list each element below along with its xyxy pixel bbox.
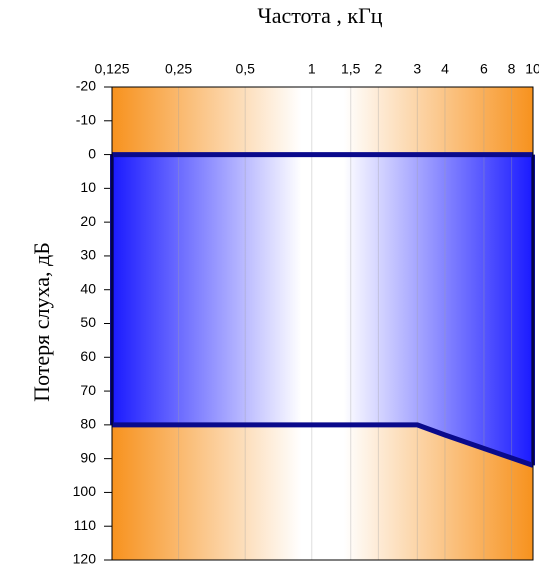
x-tick-label: 10	[525, 61, 539, 77]
y-axis-label: Потеря слуха, дБ	[29, 242, 54, 402]
y-tick-label: 80	[80, 416, 96, 432]
x-tick-label: 0,25	[165, 61, 192, 77]
y-tick-label: 50	[80, 314, 96, 330]
x-tick-label: 0,5	[235, 61, 255, 77]
y-tick-label: 30	[80, 247, 96, 263]
y-tick-label: 10	[80, 179, 96, 195]
x-tick-label: 1,5	[341, 61, 361, 77]
y-tick-label: 40	[80, 280, 96, 296]
x-tick-label: 6	[480, 61, 488, 77]
x-tick-label: 3	[413, 61, 421, 77]
y-tick-label: 120	[73, 551, 97, 565]
chart-title: Частота , кГц	[257, 3, 382, 28]
lower-line	[112, 422, 534, 468]
y-tick-label: 90	[80, 449, 96, 465]
x-tick-label: 8	[508, 61, 516, 77]
y-tick-label: 0	[88, 145, 96, 161]
y-tick-label: -20	[76, 78, 96, 94]
y-tick-label: 20	[80, 213, 96, 229]
x-tick-label: 0,125	[94, 61, 129, 77]
plot-frame	[111, 86, 534, 561]
y-tick-label: 100	[73, 483, 97, 499]
y-tick-label: -10	[76, 111, 96, 127]
y-tick-label: 60	[80, 348, 96, 364]
hearing-area	[112, 154, 533, 466]
y-tick-label: 110	[74, 517, 97, 533]
x-tick-label: 2	[374, 61, 382, 77]
x-tick-label: 4	[441, 61, 449, 77]
y-tick-label: 70	[80, 382, 96, 398]
x-tick-label: 1	[308, 61, 316, 77]
